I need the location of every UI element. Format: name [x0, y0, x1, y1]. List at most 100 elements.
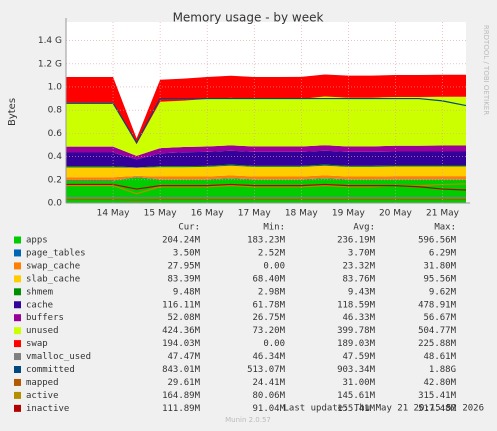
- legend-stat: 23.32M: [342, 261, 375, 271]
- legend-stat: 903.34M: [337, 365, 376, 375]
- x-tick-label: 16 May: [191, 209, 225, 219]
- area-series: [66, 175, 466, 181]
- legend-stat: 0.00: [263, 339, 285, 349]
- legend-swatch: [14, 275, 21, 283]
- legend-stat: 68.40M: [252, 274, 285, 284]
- legend-stat: 31.80M: [423, 261, 456, 271]
- line-series: [66, 183, 467, 191]
- legend-label: inactive: [26, 404, 69, 414]
- legend-stat: 155.41M: [337, 404, 376, 414]
- legend-stat: 517.48M: [418, 404, 457, 414]
- legend-stat: 3.50M: [173, 248, 201, 258]
- legend-stat: 27.95M: [167, 261, 200, 271]
- legend-stat: 164.89M: [162, 391, 201, 401]
- area-series: [66, 150, 466, 168]
- legend-stat: 111.89M: [162, 404, 201, 414]
- legend-label: page_tables: [26, 248, 86, 258]
- x-tick-label: 19 May: [332, 209, 366, 219]
- legend-swatch: [14, 366, 21, 373]
- legend-stat: 145.61M: [337, 391, 376, 401]
- legend-swatch: [14, 314, 21, 322]
- legend-stat: 513.07M: [247, 365, 286, 375]
- line-series: [66, 198, 466, 201]
- legend-stat: 42.80M: [423, 378, 456, 388]
- legend-label: swap_cache: [26, 261, 80, 271]
- x-tick-label: 17 May: [238, 209, 272, 219]
- legend-stat: 204.24M: [162, 236, 201, 246]
- x-tick-label: 15 May: [144, 209, 178, 219]
- legend-stat: 91.04M: [252, 404, 285, 414]
- area-series: [66, 165, 466, 178]
- legend-label: shmem: [26, 287, 53, 297]
- legend-swatch: [14, 340, 21, 348]
- y-tick-label: 1.0: [48, 82, 63, 92]
- legend-stat: 80.06M: [252, 391, 285, 401]
- area-series: [66, 96, 466, 156]
- chart-title: Memory usage - by week: [173, 11, 324, 25]
- legend-label: mapped: [26, 378, 59, 388]
- legend-stat: 52.08M: [167, 313, 200, 323]
- legend-stat: 6.29M: [429, 248, 457, 258]
- legend-stat: 31.00M: [342, 378, 375, 388]
- legend-stat: 478.91M: [418, 300, 457, 310]
- legend-stat: 24.41M: [252, 378, 285, 388]
- legend-stat: 2.98M: [258, 287, 286, 297]
- legend-stat: 9.62M: [429, 287, 457, 297]
- legend-stat: 9.43M: [348, 287, 376, 297]
- legend-swatch: [14, 391, 21, 399]
- legend-label: slab_cache: [26, 274, 80, 284]
- side-label: RRDTOOL / TOBI OETIKER: [482, 25, 490, 115]
- legend-stat: 843.01M: [162, 365, 201, 375]
- legend-stat: 424.36M: [162, 326, 201, 336]
- legend-stat: 315.41M: [418, 391, 457, 401]
- legend-label: active: [26, 391, 59, 401]
- legend-label: committed: [26, 365, 75, 375]
- legend-stat: 61.78M: [252, 300, 285, 310]
- legend-swatch: [14, 353, 21, 361]
- y-tick-label: 0.0: [48, 199, 63, 209]
- version: Munin 2.0.57: [225, 416, 271, 424]
- legend-stat: 118.59M: [337, 300, 376, 310]
- y-tick-label: 0.2: [48, 175, 62, 185]
- legend-label: vmalloc_used: [26, 352, 91, 362]
- legend-stat: 183.23M: [247, 236, 286, 246]
- y-tick-label: 0.6: [48, 129, 63, 139]
- legend-column-header: Cur:: [178, 223, 200, 233]
- y-tick-label: 1.2 G: [38, 59, 62, 69]
- legend-stat: 236.19M: [337, 236, 376, 246]
- legend-label: unused: [26, 326, 59, 336]
- legend-column-header: Min:: [263, 223, 285, 233]
- area-series: [66, 177, 466, 203]
- legend-stat: 116.11M: [162, 300, 201, 310]
- legend-stat: 26.75M: [252, 313, 285, 323]
- legend-stat: 29.61M: [167, 378, 200, 388]
- legend-label: apps: [26, 236, 48, 246]
- legend-label: buffers: [26, 313, 64, 323]
- legend-column-header: Max:: [434, 223, 456, 233]
- legend-stat: 48.61M: [423, 352, 456, 362]
- legend-stat: 73.20M: [252, 326, 285, 336]
- legend-stat: 95.56M: [423, 274, 456, 284]
- x-tick-label: 21 May: [426, 209, 460, 219]
- legend-stat: 46.34M: [252, 352, 285, 362]
- area-series: [66, 74, 466, 145]
- legend-stat: 83.76M: [342, 274, 375, 284]
- legend-stat: 0.00: [263, 261, 285, 271]
- legend-stat: 2.52M: [258, 248, 286, 258]
- legend-stat: 83.39M: [167, 274, 200, 284]
- y-axis-label: Bytes: [7, 98, 18, 126]
- legend-stat: 3.70M: [348, 248, 376, 258]
- legend-stat: 189.03M: [337, 339, 376, 349]
- y-tick-label: 0.8: [48, 106, 63, 116]
- legend-label: cache: [26, 300, 53, 310]
- legend-column-header: Avg:: [353, 223, 375, 233]
- y-tick-label: 1.4 G: [38, 36, 62, 46]
- x-tick-label: 20 May: [379, 209, 413, 219]
- legend-stat: 596.56M: [418, 236, 457, 246]
- legend-stat: 194.03M: [162, 339, 201, 349]
- legend-stat: 9.48M: [173, 287, 201, 297]
- legend-swatch: [14, 327, 21, 335]
- x-tick-label: 18 May: [285, 209, 319, 219]
- legend-stat: 399.78M: [337, 326, 376, 336]
